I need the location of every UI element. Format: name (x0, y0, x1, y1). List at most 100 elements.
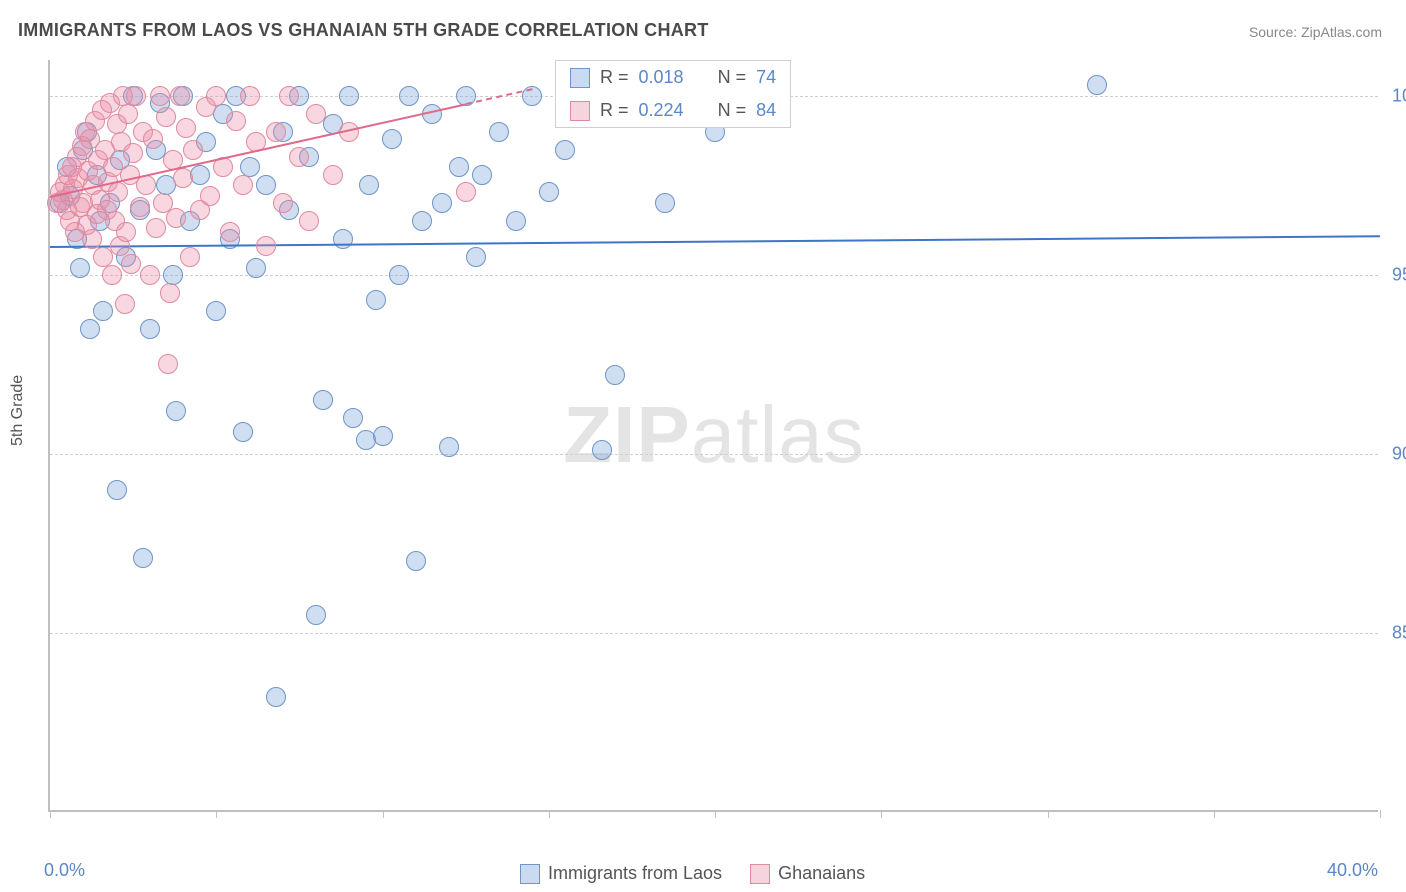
watermark-zip: ZIP (563, 390, 690, 479)
source-label: Source: ZipAtlas.com (1249, 24, 1382, 40)
data-point (412, 211, 432, 231)
data-point (539, 182, 559, 202)
y-tick-label: 100.0% (1382, 85, 1406, 106)
y-tick-label: 95.0% (1382, 264, 1406, 285)
data-point (176, 118, 196, 138)
data-point (506, 211, 526, 231)
r-label: R = (600, 100, 629, 121)
data-point (107, 480, 127, 500)
watermark-atlas: atlas (691, 390, 865, 479)
data-point (382, 129, 402, 149)
data-point (655, 193, 675, 213)
data-point (323, 165, 343, 185)
data-point (240, 86, 260, 106)
data-point (373, 426, 393, 446)
data-point (163, 265, 183, 285)
data-point (206, 301, 226, 321)
data-point (206, 86, 226, 106)
data-point (173, 168, 193, 188)
legend-item: Ghanaians (750, 863, 865, 884)
data-point (126, 86, 146, 106)
data-point (592, 440, 612, 460)
data-point (136, 175, 156, 195)
legend-item: Immigrants from Laos (520, 863, 722, 884)
r-value: 0.018 (639, 67, 684, 88)
data-point (180, 247, 200, 267)
legend-swatch (520, 864, 540, 884)
data-point (200, 186, 220, 206)
data-point (146, 218, 166, 238)
legend-swatch (570, 68, 590, 88)
data-point (102, 265, 122, 285)
legend-label: Ghanaians (778, 863, 865, 884)
data-point (279, 86, 299, 106)
data-point (333, 229, 353, 249)
data-point (439, 437, 459, 457)
data-point (166, 401, 186, 421)
x-tick (881, 810, 882, 818)
data-point (289, 147, 309, 167)
data-point (158, 354, 178, 374)
x-tick (216, 810, 217, 818)
y-tick-label: 90.0% (1382, 443, 1406, 464)
data-point (115, 294, 135, 314)
data-point (133, 548, 153, 568)
data-point (121, 254, 141, 274)
data-point (366, 290, 386, 310)
data-point (489, 122, 509, 142)
data-point (118, 104, 138, 124)
chart-container: IMMIGRANTS FROM LAOS VS GHANAIAN 5TH GRA… (0, 0, 1406, 892)
data-point (266, 687, 286, 707)
plot-area: ZIPatlas 85.0%90.0%95.0%100.0% (48, 60, 1378, 812)
data-point (93, 301, 113, 321)
n-label: N = (718, 67, 747, 88)
data-point (150, 86, 170, 106)
data-point (82, 229, 102, 249)
data-point (605, 365, 625, 385)
x-tick (50, 810, 51, 818)
data-point (399, 86, 419, 106)
data-point (233, 175, 253, 195)
legend-label: Immigrants from Laos (548, 863, 722, 884)
chart-title: IMMIGRANTS FROM LAOS VS GHANAIAN 5TH GRA… (18, 20, 709, 41)
data-point (555, 140, 575, 160)
data-point (406, 551, 426, 571)
data-point (306, 605, 326, 625)
data-point (170, 86, 190, 106)
data-point (449, 157, 469, 177)
x-tick (715, 810, 716, 818)
data-point (313, 390, 333, 410)
gridline (50, 633, 1378, 634)
data-point (306, 104, 326, 124)
data-point (1087, 75, 1107, 95)
data-point (266, 122, 286, 142)
data-point (359, 175, 379, 195)
data-point (273, 193, 293, 213)
data-point (389, 265, 409, 285)
y-axis-title: 5th Grade (9, 375, 27, 446)
gridline (50, 454, 1378, 455)
data-point (472, 165, 492, 185)
data-point (130, 197, 150, 217)
x-axis-min-label: 0.0% (44, 860, 85, 881)
r-label: R = (600, 67, 629, 88)
data-point (466, 247, 486, 267)
x-tick (383, 810, 384, 818)
data-point (80, 319, 100, 339)
data-point (160, 283, 180, 303)
data-point (256, 175, 276, 195)
data-point (220, 222, 240, 242)
x-axis-max-label: 40.0% (1327, 860, 1378, 881)
data-point (343, 408, 363, 428)
correlation-legend: R =0.018N =74R =0.224N =84 (555, 60, 791, 128)
data-point (166, 208, 186, 228)
data-point (432, 193, 452, 213)
data-point (299, 211, 319, 231)
legend-swatch (570, 101, 590, 121)
data-point (140, 265, 160, 285)
data-point (70, 258, 90, 278)
x-tick (1214, 810, 1215, 818)
trend-line (50, 235, 1380, 248)
data-point (156, 107, 176, 127)
x-tick (1380, 810, 1381, 818)
